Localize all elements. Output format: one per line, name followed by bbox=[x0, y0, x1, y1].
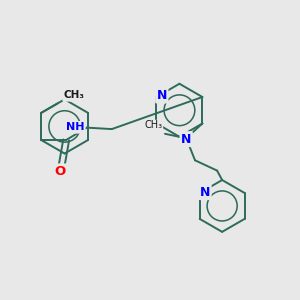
Text: CH₃: CH₃ bbox=[145, 120, 163, 130]
Text: N: N bbox=[200, 186, 210, 199]
Text: N: N bbox=[157, 89, 167, 102]
Text: N: N bbox=[181, 133, 191, 146]
Text: NH: NH bbox=[66, 122, 84, 132]
Text: O: O bbox=[55, 165, 66, 178]
Text: CH₃: CH₃ bbox=[64, 90, 85, 100]
